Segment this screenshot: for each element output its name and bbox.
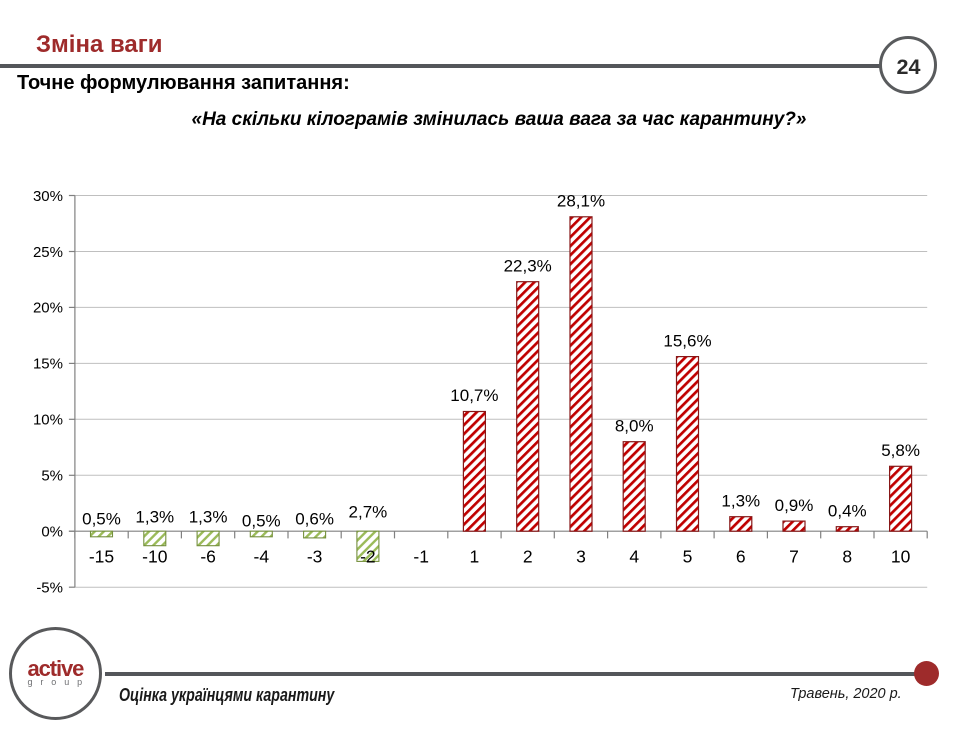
svg-text:0,5%: 0,5% bbox=[242, 511, 281, 530]
svg-text:-1: -1 bbox=[413, 546, 429, 566]
svg-text:3: 3 bbox=[576, 546, 586, 566]
svg-text:10: 10 bbox=[891, 546, 911, 566]
svg-text:30%: 30% bbox=[33, 188, 63, 205]
svg-text:2,7%: 2,7% bbox=[349, 503, 388, 522]
svg-text:2: 2 bbox=[523, 546, 533, 566]
svg-text:7: 7 bbox=[789, 546, 799, 566]
svg-text:0,6%: 0,6% bbox=[295, 509, 334, 528]
svg-text:-4: -4 bbox=[254, 546, 270, 566]
svg-text:1: 1 bbox=[470, 546, 480, 566]
svg-text:-15: -15 bbox=[89, 546, 114, 566]
svg-text:0,4%: 0,4% bbox=[828, 501, 867, 520]
svg-text:-3: -3 bbox=[307, 546, 323, 566]
svg-text:-10: -10 bbox=[142, 546, 168, 566]
svg-text:10,7%: 10,7% bbox=[450, 386, 498, 405]
svg-text:6: 6 bbox=[736, 546, 746, 566]
svg-text:8,0%: 8,0% bbox=[615, 416, 654, 435]
svg-text:1,3%: 1,3% bbox=[135, 507, 174, 526]
svg-text:5%: 5% bbox=[41, 468, 63, 485]
svg-text:8: 8 bbox=[842, 546, 852, 566]
svg-text:22,3%: 22,3% bbox=[504, 256, 552, 275]
svg-text:0,9%: 0,9% bbox=[775, 496, 814, 515]
svg-text:1,3%: 1,3% bbox=[189, 507, 228, 526]
svg-text:4: 4 bbox=[629, 546, 639, 566]
svg-text:20%: 20% bbox=[33, 300, 63, 317]
svg-text:-5%: -5% bbox=[36, 580, 63, 597]
svg-text:15%: 15% bbox=[33, 356, 63, 373]
svg-text:0,5%: 0,5% bbox=[82, 509, 121, 528]
svg-text:-2: -2 bbox=[360, 546, 376, 566]
svg-text:5: 5 bbox=[683, 546, 693, 566]
svg-text:10%: 10% bbox=[33, 412, 63, 429]
svg-text:25%: 25% bbox=[33, 244, 63, 261]
svg-text:15,6%: 15,6% bbox=[663, 331, 711, 350]
svg-text:0%: 0% bbox=[41, 524, 63, 541]
svg-text:1,3%: 1,3% bbox=[721, 491, 760, 510]
svg-text:-6: -6 bbox=[200, 546, 216, 566]
svg-text:28,1%: 28,1% bbox=[557, 192, 605, 211]
svg-text:5,8%: 5,8% bbox=[881, 441, 920, 460]
